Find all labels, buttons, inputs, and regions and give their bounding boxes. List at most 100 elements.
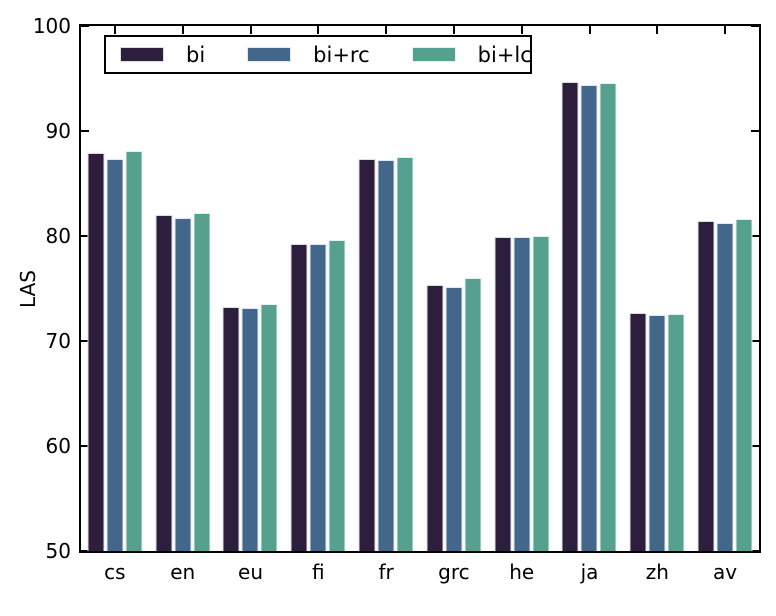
x-tick-mark <box>385 26 388 34</box>
y-tick-mark <box>751 550 759 552</box>
legend-entry: bi+rc <box>247 42 370 67</box>
x-tick-label: en <box>170 560 196 584</box>
bar <box>648 314 666 551</box>
bar <box>716 223 734 551</box>
y-tick-mark <box>751 235 759 237</box>
y-axis-label: LAS <box>16 269 40 308</box>
bar <box>629 312 647 551</box>
x-tick-label: grc <box>438 560 470 584</box>
legend-swatch <box>120 47 164 62</box>
y-tick-mark <box>81 25 89 27</box>
y-tick-mark <box>81 445 89 447</box>
x-tick-label: fr <box>378 560 394 584</box>
bar <box>532 236 550 551</box>
bar-group <box>217 26 285 551</box>
bar <box>735 219 753 551</box>
bar <box>561 81 579 551</box>
bar <box>222 307 240 551</box>
y-tick-mark <box>751 340 759 342</box>
bar <box>494 237 512 551</box>
bar <box>667 313 685 551</box>
y-tick-mark <box>751 445 759 447</box>
legend-entry: bi <box>120 44 205 66</box>
y-tick-label: 60 <box>45 434 71 458</box>
x-tick-label: ja <box>580 560 599 584</box>
legend-label: bi+lc <box>477 42 532 67</box>
y-tick-label: 100 <box>32 14 71 38</box>
legend-swatch <box>411 47 456 62</box>
bar <box>260 304 278 551</box>
legend-label: bi <box>186 42 206 67</box>
bar-group <box>149 26 217 551</box>
y-tick-mark <box>751 130 759 132</box>
legend-label: bi+rc <box>313 42 370 67</box>
bar <box>697 221 715 551</box>
bar <box>328 240 346 551</box>
bar-group <box>284 26 352 551</box>
y-tick-label: 80 <box>45 224 71 248</box>
x-tick-mark <box>181 26 184 34</box>
bar <box>464 278 482 551</box>
y-tick-label: 70 <box>45 329 71 353</box>
y-tick-mark <box>81 340 89 342</box>
bar-group-bars <box>561 26 617 551</box>
bar-group-bars <box>155 26 211 551</box>
x-tick-label: eu <box>238 560 263 584</box>
bar <box>513 237 531 551</box>
x-tick-mark <box>113 26 116 34</box>
bar-group-bars <box>629 26 685 551</box>
bar <box>396 157 414 551</box>
x-tick-mark <box>452 26 455 34</box>
bar-group-bars <box>358 26 414 551</box>
bar-group-bars <box>290 26 346 551</box>
bar-group <box>81 26 149 551</box>
legend-entry: bi+lc <box>411 42 532 67</box>
x-tick-label: fi <box>311 560 325 584</box>
bar <box>106 159 124 551</box>
x-tick-label: zh <box>645 560 669 584</box>
bar <box>426 285 444 551</box>
bar-group <box>691 26 759 551</box>
bar <box>155 215 173 551</box>
bar <box>599 82 617 551</box>
x-tick-label: cs <box>104 560 126 584</box>
bar <box>87 153 105 551</box>
bar <box>358 159 376 551</box>
y-tick-mark <box>751 25 759 27</box>
bar <box>445 287 463 551</box>
bar-group-bars <box>426 26 482 551</box>
x-tick-mark <box>724 26 727 34</box>
bar <box>125 150 143 551</box>
y-tick-label: 90 <box>45 119 71 143</box>
y-tick-mark <box>81 550 89 552</box>
bar <box>377 160 395 551</box>
bar <box>241 308 259 551</box>
plot-area: LAS 50 60 70 80 90 100 cs en eu fi fr grc he ja zh av … <box>16 14 761 584</box>
bar-group <box>352 26 420 551</box>
x-tick-label: he <box>509 560 535 584</box>
legend: bi bi+rc bi+lc <box>104 35 532 74</box>
bar-group <box>420 26 488 551</box>
bar-group-bars <box>87 26 143 551</box>
x-tick-mark <box>249 26 252 34</box>
bar-group <box>556 26 624 551</box>
bar <box>580 84 598 551</box>
x-tick-mark <box>317 26 320 34</box>
bar <box>193 212 211 551</box>
bar-group-bars <box>222 26 278 551</box>
bar <box>309 244 327 551</box>
y-tick-label: 50 <box>45 539 71 563</box>
bar-group-bars <box>494 26 550 551</box>
y-tick-mark <box>81 130 89 132</box>
bar-group <box>623 26 691 551</box>
x-tick-mark <box>520 26 523 34</box>
bar-group-bars <box>697 26 753 551</box>
legend-swatch <box>247 47 292 62</box>
y-tick-mark <box>81 235 89 237</box>
x-tick-label: av <box>713 560 738 584</box>
bar-group <box>488 26 556 551</box>
x-tick-mark <box>588 26 591 34</box>
bar <box>174 218 192 551</box>
bar <box>290 244 308 551</box>
